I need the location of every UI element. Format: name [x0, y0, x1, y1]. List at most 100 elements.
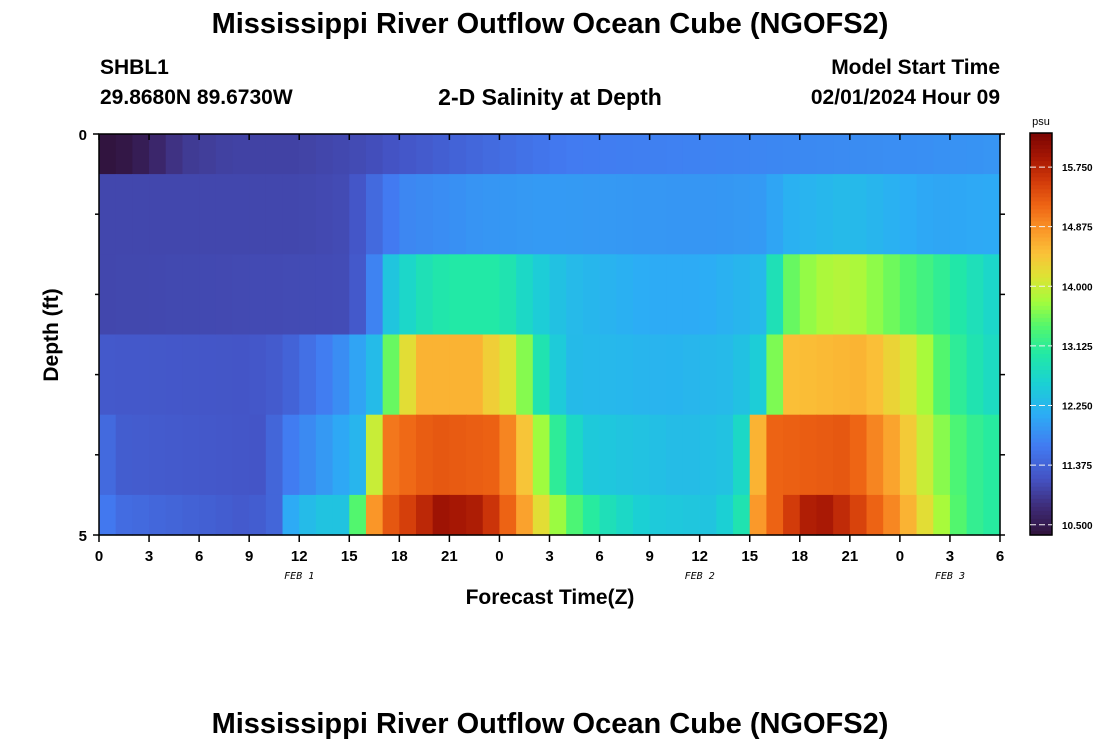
heatmap-cell: [399, 414, 417, 496]
colorbar-segment: [1030, 438, 1052, 444]
heatmap-cell: [749, 134, 768, 175]
chart-title: Mississippi River Outflow Ocean Cube (NG…: [211, 8, 889, 40]
heatmap-cell: [716, 174, 734, 255]
heatmap-cell: [682, 254, 701, 336]
heatmap-cell: [649, 414, 667, 496]
heatmap-cell: [632, 174, 651, 255]
colorbar-segment: [1030, 498, 1052, 504]
heatmap-cell: [165, 494, 184, 536]
y-tick-label: 5: [79, 528, 87, 545]
heatmap-cell: [783, 414, 801, 496]
heatmap-cell: [816, 334, 834, 416]
heatmap-cell: [99, 414, 117, 496]
heatmap-cell: [933, 134, 951, 175]
colorbar-segment: [1030, 470, 1052, 476]
heatmap-cell: [416, 254, 434, 336]
heatmap-cell: [516, 174, 534, 255]
heatmap-cell: [849, 334, 868, 416]
heatmap-cell: [649, 174, 667, 255]
heatmap-cell: [699, 134, 717, 175]
heatmap-cell: [816, 494, 834, 536]
colorbar-segment: [1030, 329, 1052, 335]
heatmap-cell: [816, 134, 834, 175]
heatmap-cell: [682, 494, 701, 536]
heatmap-cell: [315, 494, 334, 536]
colorbar-segment: [1030, 430, 1052, 436]
heatmap-cell: [866, 334, 884, 416]
colorbar-segment: [1030, 378, 1052, 383]
heatmap-cell: [733, 334, 751, 416]
heatmap-cell: [649, 494, 667, 536]
heatmap-cell: [616, 174, 634, 255]
heatmap-cell: [449, 174, 467, 255]
heatmap-cell: [816, 174, 834, 255]
heatmap-cell: [949, 134, 968, 175]
heatmap-cell: [282, 254, 300, 336]
heatmap-cell: [582, 414, 601, 496]
heatmap-cell: [949, 174, 968, 255]
heatmap-cell: [582, 254, 601, 336]
heatmap-cell: [899, 414, 918, 496]
heatmap-cell: [899, 174, 918, 255]
heatmap-cell: [883, 254, 901, 336]
heatmap-cell: [849, 494, 868, 536]
colorbar-segment: [1030, 297, 1052, 303]
colorbar-segment: [1030, 185, 1052, 190]
heatmap-cell: [232, 414, 250, 496]
heatmap-cell: [983, 494, 1001, 536]
heatmap-cell: [149, 134, 167, 175]
heatmap-cell: [299, 334, 317, 416]
heatmap-cell: [632, 494, 651, 536]
x-tick-label: 18: [791, 548, 808, 565]
heatmap-cell: [766, 254, 784, 336]
heatmap-cell: [783, 174, 801, 255]
heatmap-cell: [799, 134, 818, 175]
colorbar-segment: [1030, 229, 1052, 235]
heatmap-cell: [983, 254, 1001, 336]
colorbar-segment: [1030, 478, 1052, 484]
heatmap-cell: [966, 414, 984, 496]
heatmap-cell: [115, 494, 133, 536]
colorbar-segment: [1030, 161, 1052, 166]
heatmap-cell: [682, 174, 701, 255]
model-start-label: Model Start Time: [831, 56, 1000, 79]
heatmap-cell: [549, 254, 567, 336]
heatmap-cell: [132, 254, 150, 336]
heatmap-cell: [315, 254, 334, 336]
heatmap-cell: [449, 254, 467, 336]
colorbar-segment: [1030, 422, 1052, 428]
heatmap-cell: [699, 334, 717, 416]
heatmap-cell: [516, 134, 534, 175]
heatmap-cell: [365, 134, 384, 175]
heatmap-cell: [516, 494, 534, 536]
colorbar-segment: [1030, 237, 1052, 243]
heatmap-cell: [349, 254, 367, 336]
heatmap-cell: [599, 254, 617, 336]
colorbar-segment: [1030, 145, 1052, 150]
heatmap-cell: [482, 494, 501, 536]
heatmap-cell: [466, 254, 484, 336]
heatmap-cell: [749, 334, 768, 416]
x-tick-label: 3: [946, 548, 954, 565]
heatmap-cell: [482, 254, 501, 336]
heatmap-cell: [582, 174, 601, 255]
heatmap-cell: [382, 254, 400, 336]
heatmap-cell: [799, 174, 818, 255]
heatmap-cell: [532, 254, 551, 336]
colorbar-segment: [1030, 157, 1052, 162]
axes: 0 3 6 9 12 15 18 21 0 3 6 9 12 15 18 21 0 3 6 FEB 1 FEB 2 FEB…: [79, 127, 1005, 582]
heatmap-cell: [149, 254, 167, 336]
heatmap-cell: [165, 174, 184, 255]
x-tick-label: 6: [595, 548, 603, 565]
heatmap-cell: [332, 254, 350, 336]
heatmap-cell: [549, 174, 567, 255]
colorbar-segment: [1030, 269, 1052, 275]
heatmap-cell: [399, 134, 417, 175]
heatmap-cell: [733, 254, 751, 336]
heatmap-cell: [733, 134, 751, 175]
x-tick-label: 0: [495, 548, 503, 565]
colorbar-segment: [1030, 494, 1052, 500]
heatmap-cell: [165, 134, 184, 175]
heatmap-cell: [682, 334, 701, 416]
